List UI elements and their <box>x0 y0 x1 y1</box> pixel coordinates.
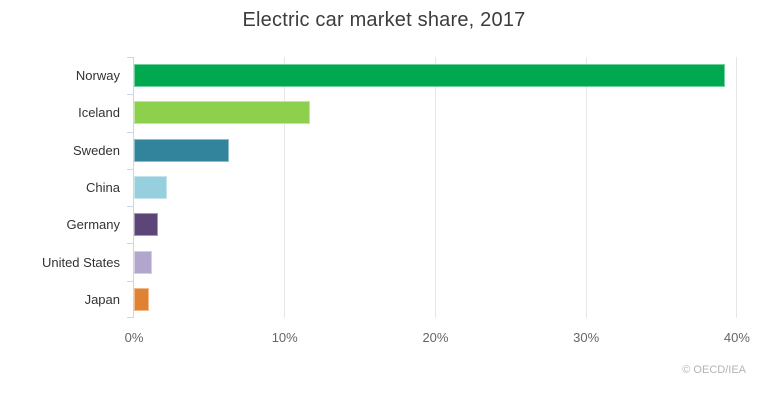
category-label-united-states: United States <box>41 254 120 270</box>
bar-row-sweden: Sweden <box>73 132 752 169</box>
bar-row-germany: Germany <box>67 206 752 243</box>
x-axis-label-30%: 30% <box>573 330 600 345</box>
category-label-germany: Germany <box>66 217 120 233</box>
chart-title: Electric car market share, 2017 <box>242 9 526 31</box>
credit-label: © OECD/IEA <box>682 364 746 376</box>
category-label-norway: Norway <box>75 68 120 84</box>
bar-china <box>134 175 168 199</box>
bar-row-china: China <box>86 169 752 206</box>
bar-norway <box>134 64 725 88</box>
category-axis-tick <box>127 132 133 133</box>
bar-row-iceland: Iceland <box>78 94 752 131</box>
category-axis-tick <box>127 281 133 282</box>
category-label-iceland: Iceland <box>78 105 120 121</box>
category-label-china: China <box>86 179 120 195</box>
bar-germany <box>134 213 159 237</box>
category-label-japan: Japan <box>84 291 120 307</box>
plot-area: Norway Iceland Sweden China Germany United St… <box>42 57 752 345</box>
x-axis-label-20%: 20% <box>422 330 449 345</box>
bar-iceland <box>134 101 311 125</box>
gridline-10% <box>284 57 286 318</box>
x-axis-label-40%: 40% <box>723 330 750 345</box>
gridline-30% <box>585 57 587 318</box>
category-axis-tick <box>127 243 133 244</box>
bar-row-united-states: United States <box>42 243 752 280</box>
category-axis-tick <box>127 94 133 95</box>
gridline-40% <box>736 57 738 318</box>
bar-row-norway: Norway <box>76 57 752 94</box>
category-axis-tick <box>127 317 133 318</box>
x-axis-label-0%: 0% <box>124 330 144 345</box>
gridline-20% <box>434 57 436 318</box>
bar-sweden <box>134 138 229 162</box>
category-label-sweden: Sweden <box>73 142 120 158</box>
category-axis-tick <box>127 169 133 170</box>
bar-united-states <box>134 250 153 274</box>
category-axis-tick <box>127 57 133 58</box>
bar-japan <box>134 287 150 311</box>
x-axis-label-10%: 10% <box>271 330 298 345</box>
category-axis-tick <box>127 206 133 207</box>
bar-row-japan: Japan <box>85 281 752 318</box>
